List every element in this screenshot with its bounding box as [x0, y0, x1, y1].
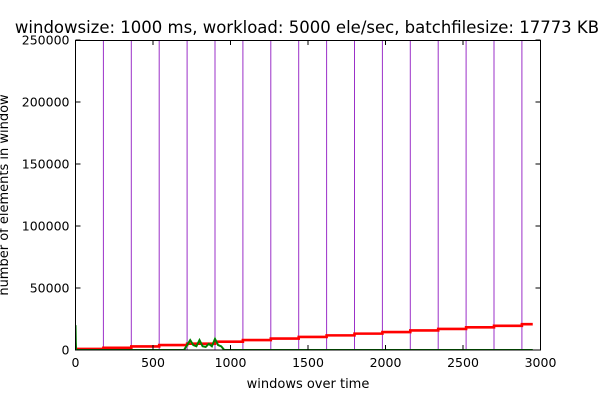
y-tick-label-3: 150000	[22, 157, 70, 172]
x-tick-label-6: 3000	[525, 355, 557, 370]
x-tick-label-4: 2000	[370, 355, 402, 370]
chart-title: windowsize: 1000 ms, workload: 5000 ele/…	[15, 18, 599, 37]
y-tick-label-4: 200000	[22, 95, 70, 110]
y-axis-label: number of elements in window	[0, 94, 12, 296]
y-tick-label-0: 0	[62, 343, 70, 358]
plot-frame	[75, 40, 541, 351]
x-tick-label-2: 1000	[215, 355, 247, 370]
y-axis: 0 50000 100000 150000 200000 250000	[22, 33, 541, 358]
vertical-markers	[102, 40, 523, 350]
x-tick-label-5: 2500	[447, 355, 479, 370]
y-tick-label-2: 100000	[22, 219, 70, 234]
x-axis-label: windows over time	[247, 377, 370, 392]
y-tick-label-5: 250000	[22, 33, 70, 48]
x-axis: 0 500 1000 1500 2000 2500 3000	[72, 40, 557, 370]
y-tick-label-1: 50000	[30, 281, 70, 296]
series-1-line	[75, 325, 533, 350]
series-group	[75, 322, 533, 350]
x-tick-label-3: 1500	[292, 355, 324, 370]
x-tick-label-1: 500	[141, 355, 165, 370]
series-0-line	[75, 322, 533, 350]
x-tick-label-0: 0	[72, 355, 80, 370]
